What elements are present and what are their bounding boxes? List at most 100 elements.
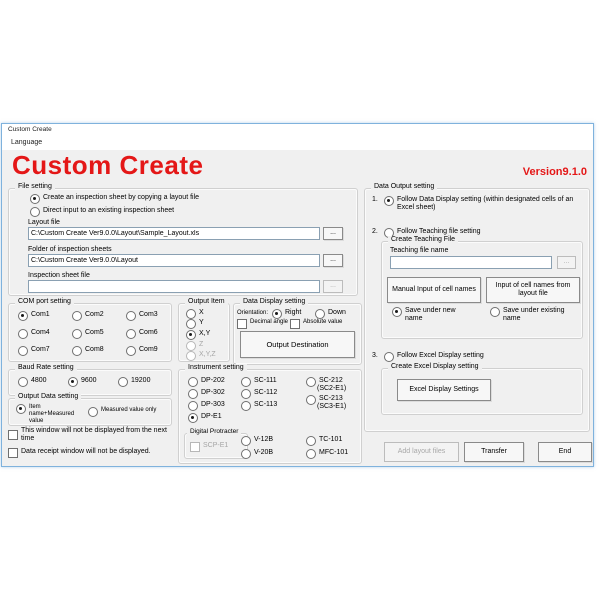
checkbox-absolute-value[interactable]: Absolute value <box>290 319 342 329</box>
inspection-file-input[interactable] <box>28 280 320 293</box>
radio-sc-213[interactable]: SC-213 <box>306 395 343 405</box>
radio-sc-113[interactable]: SC-113 <box>241 401 277 411</box>
group-data-output: Data Output setting <box>364 183 590 432</box>
radio-label: Down <box>328 309 346 316</box>
radio-orientation-right[interactable]: Right <box>272 309 301 319</box>
radio-com2[interactable]: Com2 <box>72 311 104 321</box>
radio-label: Right <box>285 309 302 316</box>
radio-label: X <box>199 309 204 316</box>
radio-output-xy[interactable]: X,Y <box>186 330 210 340</box>
group-output-data-legend: Output Data setting <box>15 393 82 402</box>
folder-browse-button[interactable]: ... <box>323 254 343 267</box>
radio-icon <box>241 389 251 399</box>
input-cell-names-from-layout-button[interactable]: Input of cell names from layout file <box>495 281 571 297</box>
checkbox-decimal-angle[interactable]: Decimal angle <box>237 319 288 329</box>
teaching-file-label: Teaching file name <box>390 247 449 254</box>
radio-sc-112[interactable]: SC-112 <box>241 389 277 399</box>
manual-input-cell-names-button[interactable]: Manual Input of cell names <box>387 277 481 303</box>
radio-label: Com3 <box>139 311 158 318</box>
radio-direct-input[interactable]: Direct input to an existing inspection s… <box>30 207 174 217</box>
radio-icon <box>88 407 98 417</box>
radio-dp-e1[interactable]: DP-E1 <box>188 413 222 423</box>
radio-label: TC-101 <box>319 436 343 443</box>
transfer-button[interactable]: Transfer <box>464 442 524 462</box>
radio-icon <box>241 401 251 411</box>
radio-icon <box>186 309 196 319</box>
radio-icon <box>490 307 500 317</box>
radio-com1[interactable]: Com1 <box>18 311 50 321</box>
radio-label: Create an inspection sheet by copying a … <box>43 194 200 201</box>
add-layout-files-button: Add layout files <box>384 442 459 462</box>
folder-input[interactable] <box>28 254 320 267</box>
end-button[interactable]: End <box>538 442 592 462</box>
radio-label: Follow Teaching file setting <box>397 228 481 235</box>
group-file-setting-legend: File setting <box>15 183 55 192</box>
radio-baud-9600[interactable]: 9600 <box>68 377 97 387</box>
checkbox-no-display-next[interactable]: This window will not be displayed from t… <box>8 427 173 443</box>
group-output-data: Output Data setting <box>8 393 172 426</box>
radio-icon <box>384 196 394 206</box>
radio-follow-excel-display[interactable]: Follow Excel Display setting <box>384 352 484 362</box>
radio-baud-4800[interactable]: 4800 <box>18 377 47 387</box>
teaching-file-input[interactable] <box>390 256 552 269</box>
group-baud-rate: Baud Rate setting <box>8 364 172 396</box>
layout-file-browse-button[interactable]: ... <box>323 227 343 240</box>
radio-icon <box>306 395 316 405</box>
output-destination-button[interactable]: Output Destination <box>240 331 355 358</box>
radio-item-name-measured[interactable]: Item name+Measured value <box>16 404 87 425</box>
radio-label: Com8 <box>85 346 104 353</box>
radio-save-existing-name[interactable]: Save under existing name <box>490 307 573 323</box>
radio-label: DP-302 <box>201 389 225 396</box>
radio-icon <box>241 449 251 459</box>
radio-mfc-101[interactable]: MFC-101 <box>306 449 348 459</box>
group-instrument: Instrument setting <box>178 364 362 464</box>
radio-label: X,Y <box>199 330 211 337</box>
radio-measured-only[interactable]: Measured value only <box>88 407 156 417</box>
radio-orientation-down[interactable]: Down <box>315 309 346 319</box>
layout-file-input[interactable] <box>28 227 320 240</box>
menu-language[interactable]: Language <box>11 139 43 146</box>
radio-label: DP-E1 <box>201 413 222 420</box>
radio-copy-layout[interactable]: Create an inspection sheet by copying a … <box>30 194 199 204</box>
radio-label: Follow Excel Display setting <box>397 352 484 359</box>
radio-com3[interactable]: Com3 <box>126 311 158 321</box>
radio-com4[interactable]: Com4 <box>18 329 50 339</box>
radio-follow-data-display[interactable]: Follow Data Display setting (within desi… <box>384 196 583 212</box>
radio-dp-302[interactable]: DP-302 <box>188 389 225 399</box>
radio-output-x[interactable]: X <box>186 309 204 319</box>
checkbox-scp-e1: SCP-E1 <box>190 442 228 452</box>
group-data-display: Data Display setting <box>233 298 362 365</box>
excel-display-settings-button[interactable]: Excel Display Settings <box>397 379 491 401</box>
radio-com5[interactable]: Com5 <box>72 329 104 339</box>
radio-com7[interactable]: Com7 <box>18 346 50 356</box>
group-com-port-legend: COM port setting <box>15 298 74 307</box>
radio-com8[interactable]: Com8 <box>72 346 104 356</box>
group-create-teaching: Create Teaching File <box>381 236 583 339</box>
radio-v-20b[interactable]: V-20B <box>241 449 273 459</box>
checkbox-label: This window will not be displayed from t… <box>21 427 167 443</box>
radio-v-12b[interactable]: V-12B <box>241 436 273 446</box>
radio-sc-111[interactable]: SC-111 <box>241 377 277 387</box>
radio-output-xyz: X,Y,Z <box>186 351 216 361</box>
radio-dp-202[interactable]: DP-202 <box>188 377 225 387</box>
checkbox-no-data-receipt[interactable]: Data receipt window will not be displaye… <box>8 448 151 458</box>
radio-icon <box>72 311 82 321</box>
radio-icon <box>186 341 196 351</box>
folder-label: Folder of inspection sheets <box>28 246 112 253</box>
radio-output-y[interactable]: Y <box>186 319 204 329</box>
radio-baud-19200[interactable]: 19200 <box>118 377 150 387</box>
radio-com6[interactable]: Com6 <box>126 329 158 339</box>
radio-icon <box>186 319 196 329</box>
radio-label: DP-202 <box>201 377 225 384</box>
radio-label: 4800 <box>31 377 47 384</box>
radio-label: SC-113 <box>254 401 278 408</box>
group-digital-protracter-legend: Digital Protracter <box>187 428 242 436</box>
group-file-setting: File setting <box>8 183 358 296</box>
group-output-item: Output Item <box>178 298 230 362</box>
radio-icon <box>18 329 28 339</box>
radio-com9[interactable]: Com9 <box>126 346 158 356</box>
radio-save-new-name[interactable]: Save under new name <box>392 307 463 323</box>
radio-sc-212[interactable]: SC-212 <box>306 377 343 387</box>
radio-dp-303[interactable]: DP-303 <box>188 401 225 411</box>
radio-tc-101[interactable]: TC-101 <box>306 436 342 446</box>
